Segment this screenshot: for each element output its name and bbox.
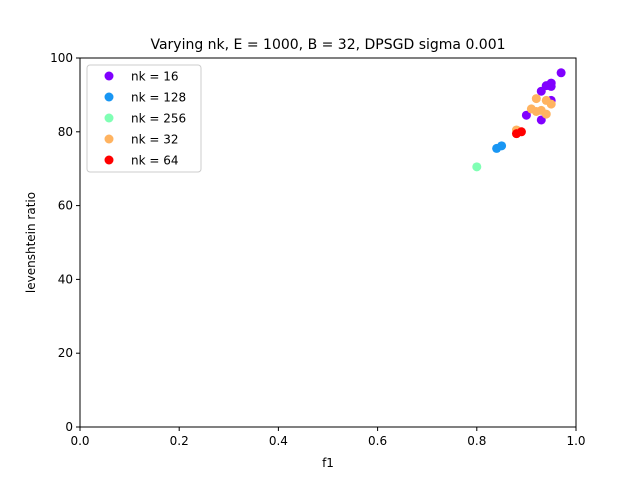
x-tick-label: 0.0 bbox=[70, 434, 89, 448]
x-axis-ticks: 0.0 0.2 0.4 0.6 0.8 1.0 bbox=[70, 427, 586, 448]
series-2 bbox=[472, 162, 482, 172]
legend-marker bbox=[104, 92, 114, 102]
data-point bbox=[556, 68, 566, 78]
y-tick-label: 40 bbox=[58, 272, 73, 286]
legend-label: nk = 128 bbox=[131, 91, 186, 105]
series-1 bbox=[492, 141, 507, 153]
data-points-layer bbox=[472, 68, 566, 172]
y-tick-label: 20 bbox=[58, 346, 73, 360]
data-point bbox=[497, 141, 507, 151]
legend-marker bbox=[104, 134, 114, 144]
data-point bbox=[531, 94, 541, 104]
legend: nk = 16 nk = 128 nk = 256 nk = 32 nk = 64 bbox=[86, 64, 202, 173]
data-point bbox=[546, 81, 556, 91]
legend-marker bbox=[104, 155, 114, 165]
y-axis-ticks: 0 20 40 60 80 100 bbox=[50, 51, 80, 434]
legend-label: nk = 16 bbox=[131, 70, 179, 84]
data-point bbox=[536, 115, 546, 125]
data-point bbox=[536, 86, 546, 96]
data-point bbox=[472, 162, 482, 172]
x-axis-label: f1 bbox=[322, 456, 334, 470]
legend-marker bbox=[104, 113, 114, 123]
legend-label: nk = 32 bbox=[131, 133, 179, 147]
series-3 bbox=[511, 94, 556, 135]
data-point bbox=[511, 129, 521, 139]
legend-label: nk = 64 bbox=[131, 154, 179, 168]
y-tick-label: 100 bbox=[50, 51, 73, 65]
legend-box bbox=[86, 64, 202, 173]
chart-title: Varying nk, E = 1000, B = 32, DPSGD sigm… bbox=[150, 37, 505, 53]
y-axis-label: levenshtein ratio bbox=[24, 192, 38, 293]
x-tick-label: 0.4 bbox=[269, 434, 288, 448]
data-point bbox=[546, 99, 556, 109]
x-tick-label: 0.2 bbox=[170, 434, 189, 448]
y-tick-label: 0 bbox=[65, 420, 73, 434]
data-point bbox=[531, 107, 541, 117]
x-tick-label: 1.0 bbox=[566, 434, 585, 448]
legend-marker bbox=[104, 71, 114, 81]
x-tick-label: 0.8 bbox=[467, 434, 486, 448]
series-4 bbox=[511, 127, 526, 139]
x-tick-label: 0.6 bbox=[368, 434, 387, 448]
axes-border bbox=[79, 57, 577, 428]
data-point bbox=[541, 109, 551, 119]
data-point bbox=[521, 110, 531, 120]
y-tick-label: 80 bbox=[58, 125, 73, 139]
y-tick-label: 60 bbox=[58, 199, 73, 213]
legend-label: nk = 256 bbox=[131, 112, 186, 126]
axes-frame bbox=[79, 57, 577, 428]
series-0 bbox=[521, 68, 566, 125]
